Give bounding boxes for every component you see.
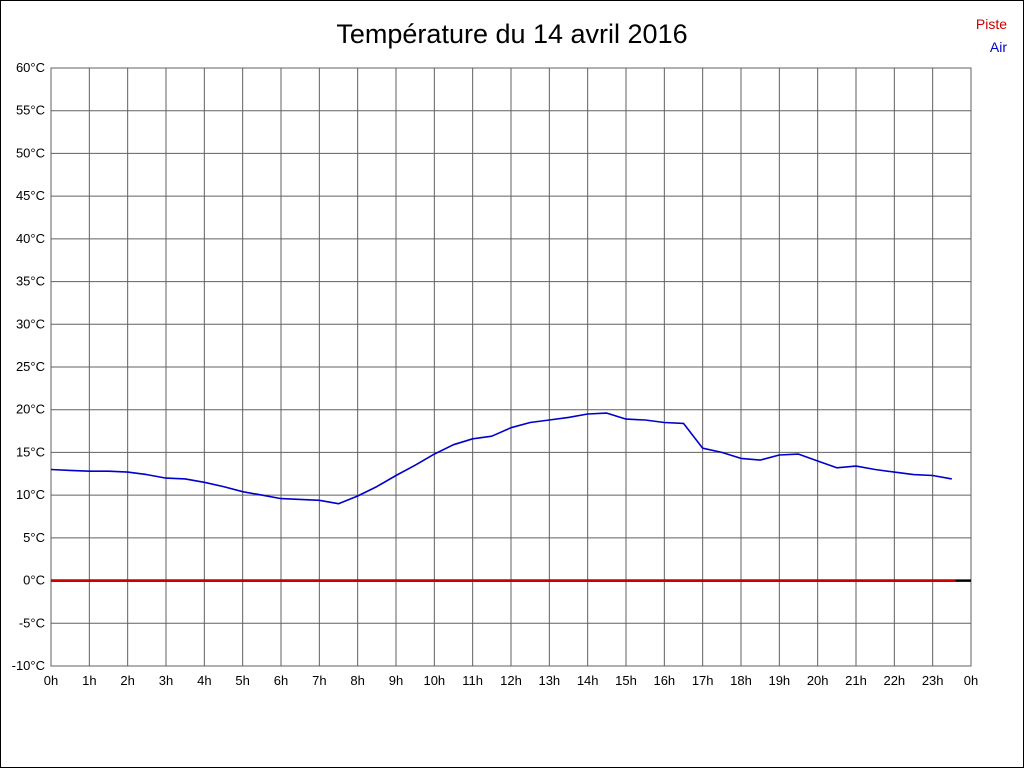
x-tick-label: 5h <box>235 673 249 688</box>
x-tick-label: 10h <box>423 673 445 688</box>
x-tick-label: 0h <box>44 673 58 688</box>
x-tick-label: 12h <box>500 673 522 688</box>
x-tick-label: 8h <box>350 673 364 688</box>
legend: Piste Air <box>976 13 1007 59</box>
y-tick-label: 60°C <box>16 60 45 75</box>
x-tick-label: 1h <box>82 673 96 688</box>
y-tick-label: 10°C <box>16 487 45 502</box>
x-tick-label: 23h <box>922 673 944 688</box>
y-tick-label: 45°C <box>16 188 45 203</box>
x-tick-label: 21h <box>845 673 867 688</box>
x-tick-label: 15h <box>615 673 637 688</box>
y-tick-label: 35°C <box>16 274 45 289</box>
y-tick-label: 5°C <box>23 530 45 545</box>
series-line-air <box>50 412 952 505</box>
x-tick-label: 0h <box>964 673 978 688</box>
y-tick-label: -10°C <box>12 658 45 673</box>
x-tick-label: 20h <box>807 673 829 688</box>
y-tick-label: 20°C <box>16 402 45 417</box>
y-tick-label: 25°C <box>16 359 45 374</box>
x-tick-label: 13h <box>538 673 560 688</box>
y-tick-label: 15°C <box>16 444 45 459</box>
y-tick-label: 30°C <box>16 316 45 331</box>
plot-border <box>50 67 972 667</box>
x-tick-label: 19h <box>768 673 790 688</box>
y-tick-label: -5°C <box>19 615 45 630</box>
x-tick-label: 11h <box>462 673 483 688</box>
x-tick-label: 18h <box>730 673 752 688</box>
y-tick-label: 50°C <box>16 145 45 160</box>
legend-item-piste: Piste <box>975 16 1007 32</box>
x-tick-label: 17h <box>692 673 714 688</box>
x-tick-label: 14h <box>577 673 599 688</box>
y-tick-label: 55°C <box>16 103 45 118</box>
x-tick-label: 2h <box>120 673 134 688</box>
x-tick-label: 4h <box>197 673 211 688</box>
x-tick-label: 9h <box>389 673 403 688</box>
x-tick-label: 6h <box>274 673 288 688</box>
y-tick-label: 0°C <box>23 573 45 588</box>
x-tick-label: 16h <box>653 673 675 688</box>
y-tick-label: 40°C <box>16 231 45 246</box>
chart-title: Température du 14 avril 2016 <box>336 19 688 49</box>
legend-item-air: Air <box>989 39 1007 55</box>
x-tick-label: 22h <box>883 673 905 688</box>
x-tick-label: 7h <box>312 673 326 688</box>
x-tick-label: 3h <box>159 673 173 688</box>
